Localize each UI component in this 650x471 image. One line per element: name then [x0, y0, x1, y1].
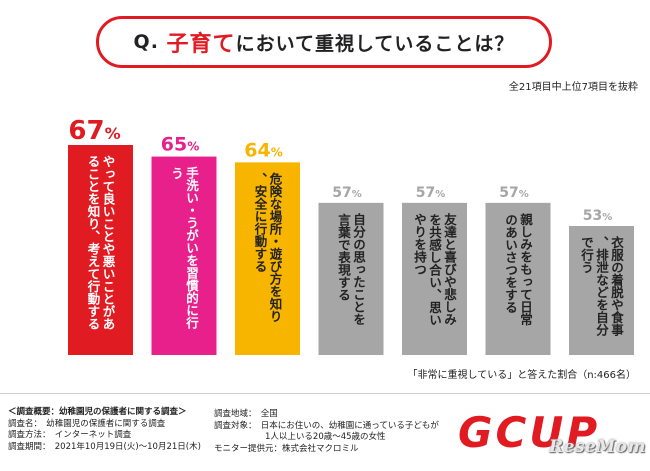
- bar-2: [151, 156, 217, 355]
- value-label-5: 57%: [416, 185, 446, 201]
- category-label-6: 親しみをもって日常のあいさつをする: [503, 212, 533, 326]
- category-label-1: やって良いことや悪いことがあることを知り、考えて行動する: [86, 155, 116, 330]
- survey-details: 調査地域： 全国 調査対象： 日本にお住いの、幼稚園に通っている子どもが 1人以…: [214, 409, 439, 455]
- category-label-5: 友達と喜びや悲しみを共感し合い、思いやりを持つ: [412, 212, 457, 326]
- divider: [0, 393, 650, 394]
- value-label-2: 65%: [161, 134, 199, 156]
- chart-title: Q. 子育て において重視していることは？: [96, 16, 552, 68]
- survey-name: 調査名： 幼稚園児の保護者に関する調査: [8, 418, 166, 429]
- category-label-2: 手洗い・うがいを習慣的に行う: [169, 166, 199, 330]
- survey-target-line1: 調査対象： 日本にお住いの、幼稚園に通っている子どもが: [214, 420, 439, 431]
- bar-1: [68, 145, 133, 355]
- subnote: 全21項目中上位7項目を抜粋: [508, 82, 638, 93]
- value-label-3: 64%: [244, 139, 282, 161]
- bar-chart: 67% やって良いことや悪いことがあることを知り、考えて行動する 65% 手洗い・うが…: [68, 116, 634, 355]
- title-rest: において重視していることは？: [235, 32, 515, 55]
- value-label-4: 57%: [332, 185, 362, 201]
- bar-7: [569, 226, 634, 355]
- survey-overview: ＜調査概要：幼稚園児の保護者に関する調査＞ 調査名： 幼稚園児の保護者に関する調…: [8, 407, 201, 453]
- gcup-logo: GCUP: [458, 408, 601, 457]
- survey-provider: モニター提供元：株式会社マクロミル: [214, 443, 359, 454]
- category-label-7: 衣服の着脱や食事、排泄などを自分で行う: [579, 235, 624, 337]
- bar-5: [402, 202, 467, 355]
- category-label-4: 自分の思ったことを言葉で表現する: [336, 212, 366, 326]
- survey-period: 調査期間： 2021年10月19日(火)～10月21日(木): [8, 441, 201, 452]
- value-label-1: 67%: [68, 116, 120, 146]
- value-label-7: 53%: [583, 208, 613, 224]
- footnote: 「非常に重視している」と答えた割合（n:466名）: [407, 370, 637, 381]
- survey-region: 調査地域： 全国: [214, 409, 278, 419]
- title-accent: 子育て: [166, 32, 236, 57]
- bar-6: [485, 202, 551, 355]
- bar-4: [318, 202, 384, 355]
- survey-method: 調査方法： インターネット調査: [8, 430, 132, 440]
- survey-heading: ＜調査概要：幼稚園児の保護者に関する調査＞: [8, 407, 187, 417]
- bar-3: [235, 162, 300, 355]
- title-prefix: Q.: [133, 31, 159, 53]
- resemom-watermark: ReseMom: [549, 437, 646, 457]
- value-label-6: 57%: [499, 185, 529, 201]
- category-label-3: 危険な場所・遊び方を知り、安全に行動する: [253, 171, 283, 322]
- survey-target-line2: 1人以上いる20歳～45歳の女性: [214, 432, 386, 442]
